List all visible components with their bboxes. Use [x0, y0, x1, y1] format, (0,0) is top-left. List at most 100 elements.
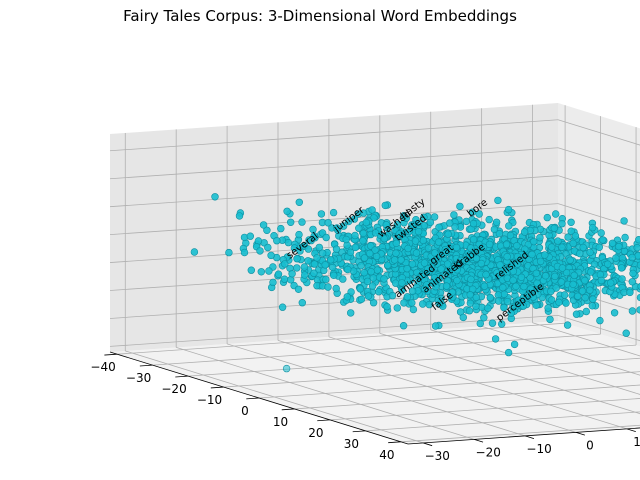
data-point: [409, 305, 418, 314]
data-points: [190, 193, 640, 373]
data-point: [256, 247, 264, 255]
data-point: [480, 314, 488, 322]
data-point: [635, 236, 640, 244]
y-axis-line: [407, 427, 640, 445]
data-point: [295, 230, 303, 239]
data-point: [382, 221, 390, 229]
z-gridline: [557, 315, 640, 342]
data-point: [246, 232, 255, 240]
y-tick-label: −30: [425, 449, 450, 463]
data-point: [288, 270, 296, 278]
z-gridline: [557, 147, 640, 174]
data-point: [564, 233, 572, 241]
data-point: [424, 265, 432, 273]
data-point: [273, 237, 281, 245]
x-tick-label: −40: [90, 360, 115, 374]
data-point: [469, 219, 478, 228]
data-point: [603, 260, 612, 268]
data-point: [375, 288, 383, 296]
chart-title: Fairy Tales Corpus: 3-Dimensional Word E…: [123, 7, 517, 25]
data-point: [304, 257, 312, 265]
data-point: [466, 291, 474, 299]
data-point: [298, 299, 306, 307]
data-point: [327, 256, 335, 264]
data-point: [503, 253, 511, 261]
data-point: [512, 282, 520, 290]
y-gridline: [379, 332, 640, 415]
data-point: [313, 254, 321, 262]
z-gridline: [557, 175, 640, 202]
data-point: [546, 315, 554, 324]
data-point: [541, 272, 550, 280]
data-point: [599, 236, 607, 244]
data-point: [536, 234, 544, 242]
x-tick-label: 0: [241, 404, 249, 418]
data-point: [318, 249, 327, 257]
data-point: [492, 218, 501, 227]
data-point: [636, 261, 640, 269]
data-point: [612, 254, 620, 262]
data-point: [571, 232, 580, 240]
data-point: [513, 252, 522, 261]
data-point: [606, 279, 615, 287]
data-point: [395, 230, 403, 238]
data-point: [269, 278, 277, 287]
data-point: [588, 223, 597, 232]
data-point: [628, 307, 637, 315]
x-tick-label: 40: [379, 448, 394, 462]
data-point: [569, 280, 577, 288]
data-point: [628, 278, 636, 286]
data-point: [310, 232, 318, 240]
x-gridline: [294, 384, 640, 410]
data-point: [357, 262, 365, 270]
data-point: [240, 248, 249, 257]
data-point: [287, 218, 295, 227]
data-point: [290, 244, 299, 252]
data-point: [322, 275, 330, 284]
y-tick-label: 10: [633, 435, 640, 449]
data-point: [551, 210, 560, 218]
y-tick-mark: [474, 439, 484, 443]
data-point: [476, 319, 484, 328]
data-point: [371, 246, 379, 254]
x-tick-mark: [246, 397, 260, 400]
z-gridline: [109, 203, 559, 236]
data-point: [532, 301, 540, 309]
data-point: [259, 221, 268, 229]
data-point: [235, 212, 244, 220]
data-point: [359, 237, 367, 245]
data-point: [426, 218, 435, 227]
y-tick-label: −10: [526, 442, 551, 456]
data-point: [453, 266, 461, 274]
grid-lines: [109, 104, 640, 444]
data-point: [448, 288, 456, 297]
data-point: [283, 207, 291, 216]
data-point: [344, 265, 352, 274]
data-point: [595, 243, 603, 252]
data-point: [211, 193, 219, 201]
data-point: [526, 285, 535, 293]
x-gridline: [258, 371, 640, 399]
data-point: [339, 222, 348, 230]
data-point: [392, 279, 400, 287]
data-point: [558, 264, 567, 272]
data-point: [317, 210, 326, 218]
data-point: [479, 243, 488, 251]
data-point: [329, 208, 338, 217]
data-point: [284, 238, 293, 247]
y-tick-mark: [524, 435, 535, 440]
z-gridline: [557, 203, 640, 230]
data-point: [434, 296, 442, 304]
data-point: [453, 276, 461, 285]
x-tick-label: −10: [197, 393, 222, 407]
y-tick-label: −20: [476, 445, 501, 459]
data-point: [373, 266, 381, 274]
data-point: [586, 248, 594, 257]
data-point: [419, 300, 427, 308]
data-point: [435, 238, 443, 246]
data-point: [498, 320, 506, 328]
data-point: [392, 249, 400, 257]
data-point: [469, 235, 478, 244]
data-point: [621, 233, 629, 242]
x-gridline: [223, 357, 640, 388]
